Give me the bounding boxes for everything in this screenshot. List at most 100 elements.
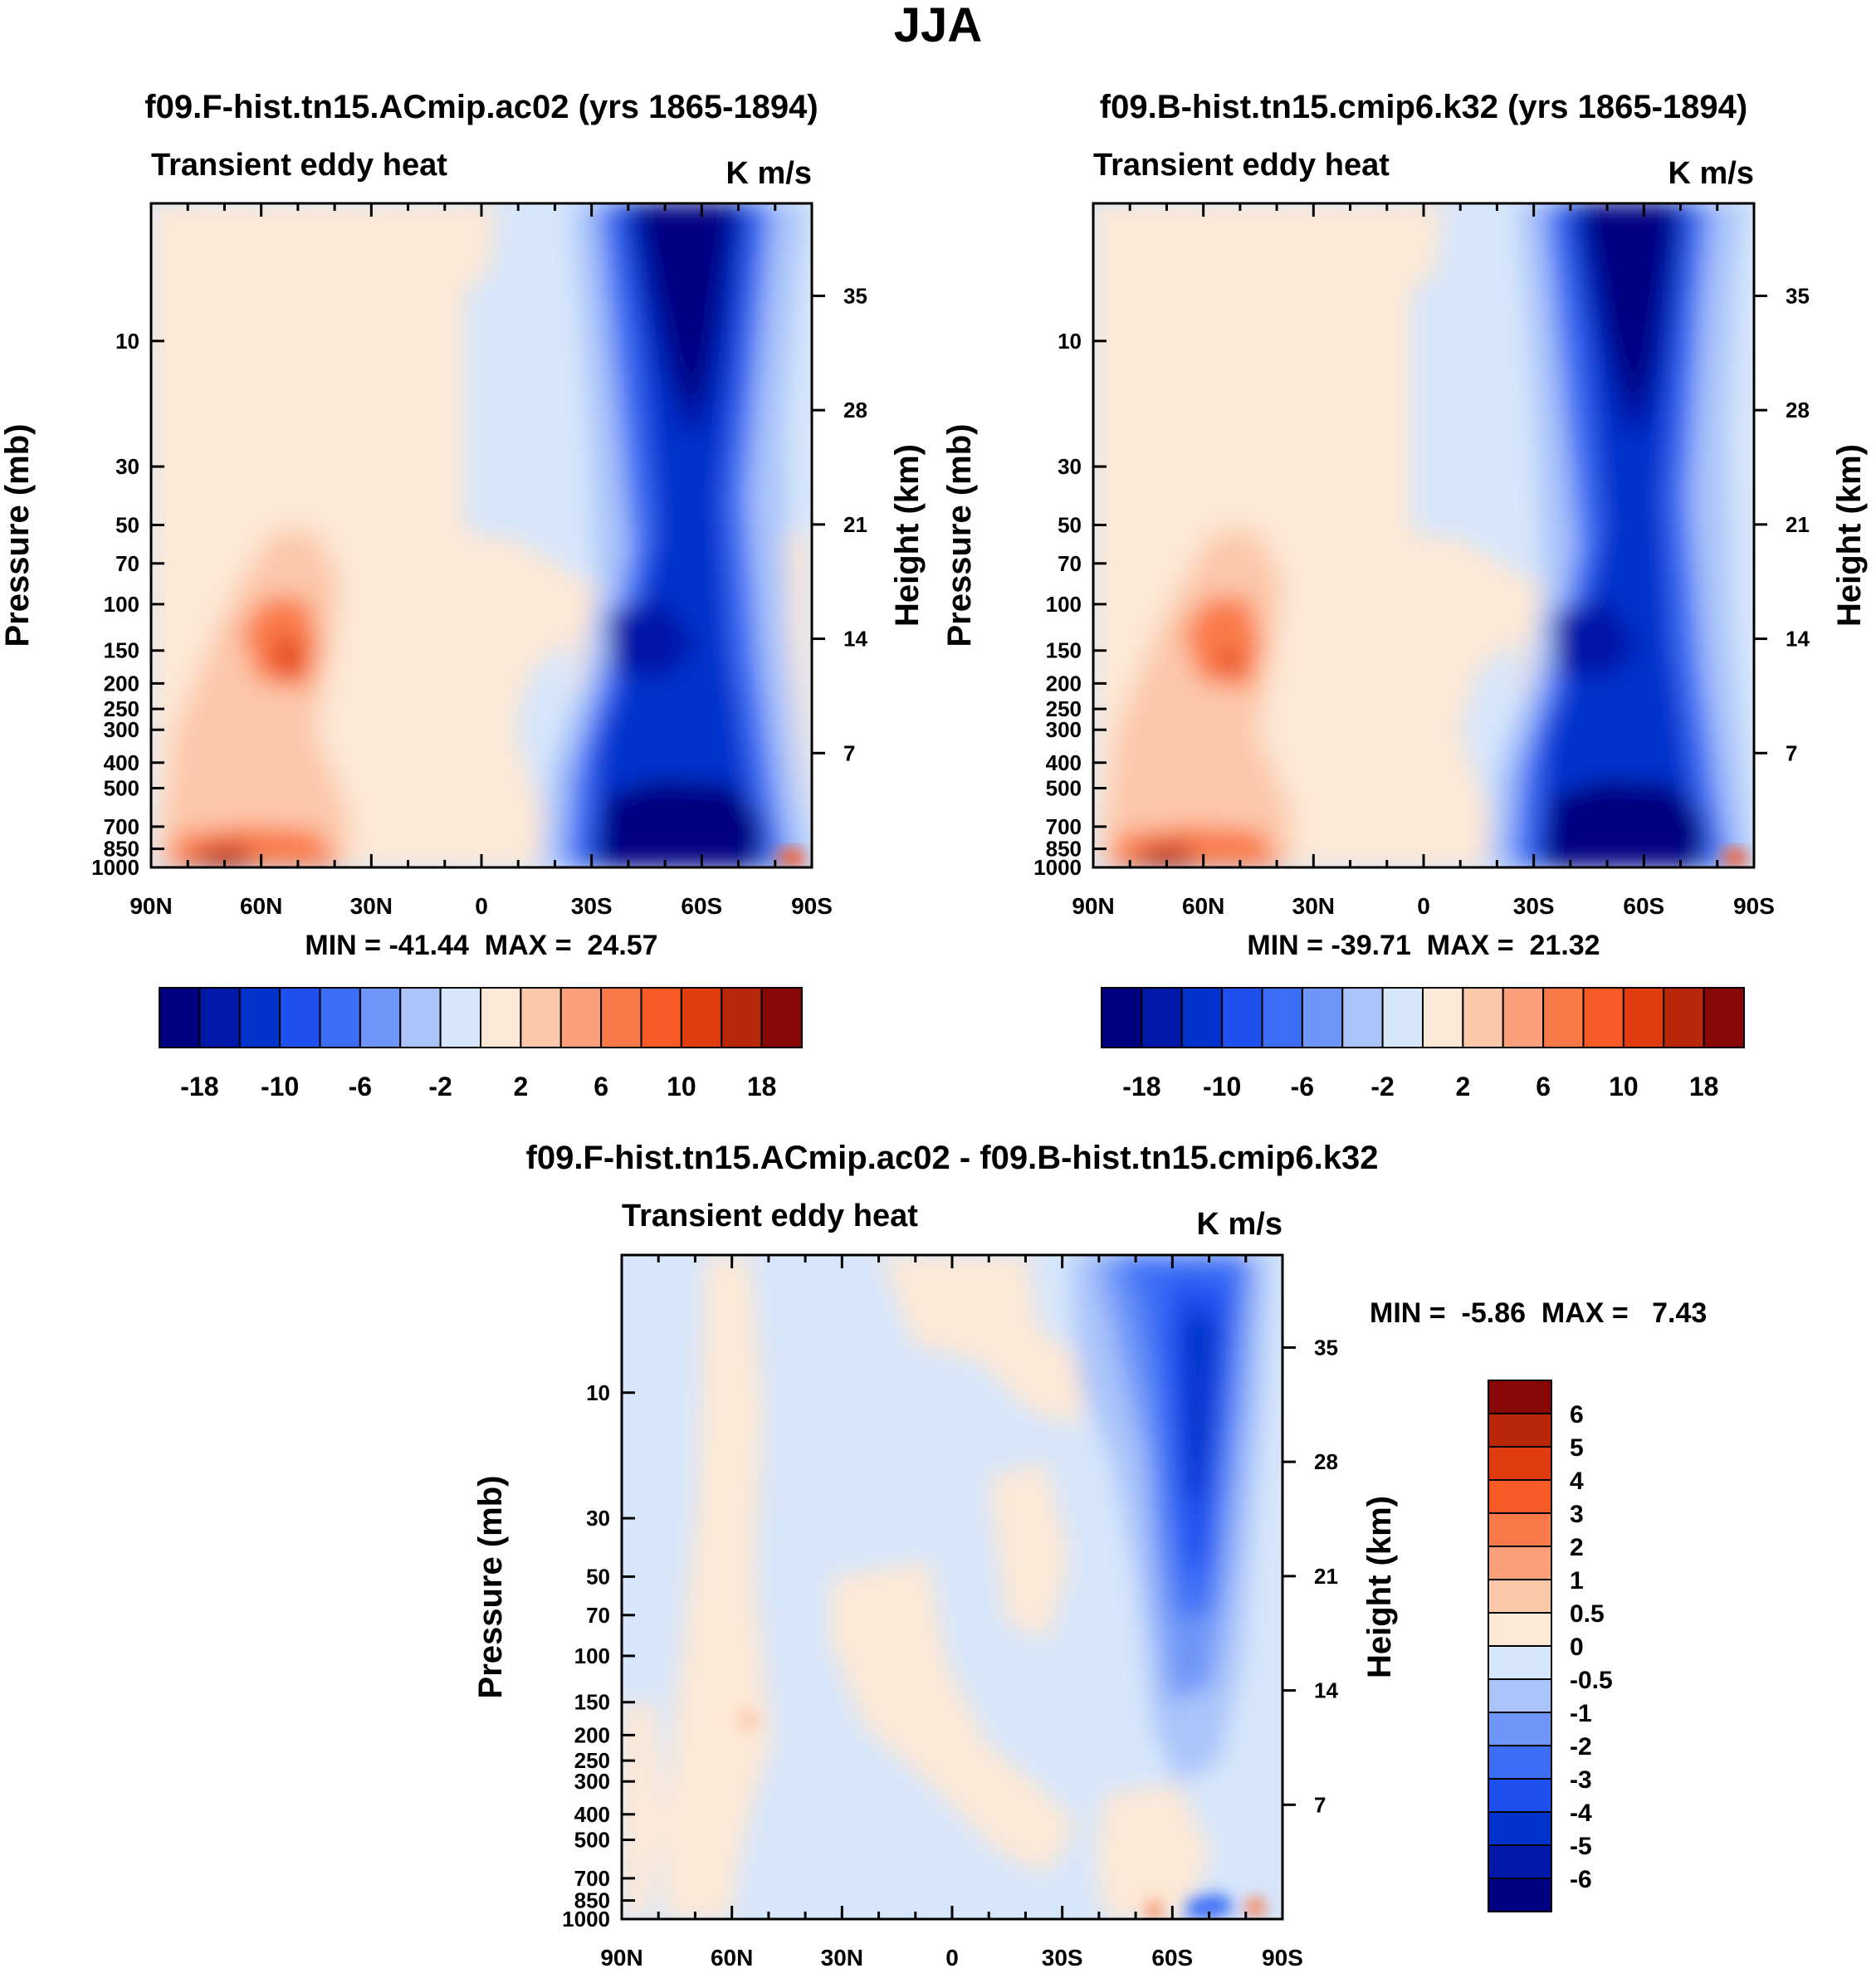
colorbar-label: 18 (747, 1072, 777, 1101)
left-string: Transient eddy heat (622, 1199, 918, 1233)
colorbar-box (1488, 1844, 1552, 1879)
y-tick-label: 850 (1046, 837, 1082, 862)
y-tick-label: 30 (586, 1506, 610, 1531)
x-tick-label: 90N (1072, 893, 1114, 919)
colorbar-label: -3 (1570, 1766, 1592, 1794)
colorbar-box (680, 987, 723, 1048)
colorbar-label: 6 (1570, 1401, 1584, 1429)
panel-title: f09.F-hist.tn15.ACmip.ac02 (yrs 1865-189… (144, 89, 818, 125)
ylabel-right: Height (km) (889, 444, 926, 627)
colorbar-box (319, 987, 361, 1048)
contour-field (622, 1255, 1282, 1919)
min-max-stats: MIN = -41.44 MAX = 24.57 (305, 930, 657, 961)
ylabel: Pressure (mb) (472, 1476, 509, 1699)
colorbar-box (359, 987, 402, 1048)
colorbar-label: -18 (180, 1072, 218, 1101)
tick-marks (149, 203, 825, 869)
colorbar-box (1301, 987, 1344, 1048)
y-right-tick-label: 7 (1314, 1792, 1326, 1817)
colorbar-label: 2 (1455, 1072, 1470, 1101)
y-tick-label: 850 (574, 1888, 610, 1913)
colorbar-box (1488, 1413, 1552, 1448)
y-right-tick-label: 14 (1786, 627, 1810, 652)
y-tick-label: 500 (104, 776, 139, 801)
colorbar-box (600, 987, 642, 1048)
colorbar-box (1488, 1811, 1552, 1846)
ylabel-right: Height (km) (1831, 444, 1868, 627)
colorbar-label: -4 (1570, 1800, 1592, 1827)
colorbar-box (1488, 1512, 1552, 1547)
y-tick-label: 850 (104, 837, 139, 862)
colorbar-label: -10 (1203, 1072, 1241, 1101)
colorbar-box (760, 987, 803, 1048)
x-tick-label: 0 (945, 1945, 959, 1971)
colorbar-box (1502, 987, 1545, 1048)
x-tick-label: 90S (1733, 893, 1775, 919)
colorbar-box (1221, 987, 1263, 1048)
panel-title: f09.F-hist.tn15.ACmip.ac02 - f09.B-hist.… (526, 1140, 1379, 1176)
x-tick-label: 30N (1292, 893, 1335, 919)
colorbar-label: -18 (1122, 1072, 1160, 1101)
y-tick-label: 50 (1058, 512, 1082, 537)
y-tick-label: 70 (586, 1603, 610, 1628)
x-tick-label: 90N (600, 1945, 642, 1971)
x-tick-label: 30S (1513, 893, 1555, 919)
y-tick-label: 50 (586, 1564, 610, 1589)
colorbar-box (279, 987, 321, 1048)
panel-top-right: f09.B-hist.tn15.cmip6.k32 (yrs 1865-1894… (941, 89, 1868, 1101)
y-right-tick-label: 28 (843, 398, 867, 422)
colorbar-box (721, 987, 763, 1048)
colorbar-box (1422, 987, 1464, 1048)
y-right-tick-labels: 35 28 21 14 7 (843, 283, 867, 765)
panel-top-left: f09.F-hist.tn15.ACmip.ac02 (yrs 1865-189… (0, 89, 926, 1101)
x-tick-label: 60N (240, 893, 282, 919)
y-tick-label: 100 (104, 592, 139, 617)
panel-bottom-diff: f09.F-hist.tn15.ACmip.ac02 - f09.B-hist.… (472, 1140, 1707, 1971)
panel-title: f09.B-hist.tn15.cmip6.k32 (yrs 1865-1894… (1100, 89, 1747, 125)
x-tick-label: 30S (571, 893, 613, 919)
colorbar-box (1488, 1612, 1552, 1647)
colorbar-box (1488, 1778, 1552, 1813)
colorbar-box (1488, 1479, 1552, 1514)
x-tick-label: 60S (1151, 1945, 1193, 1971)
colorbar-box (480, 987, 522, 1048)
units-label: K m/s (726, 156, 812, 191)
colorbar-box (1582, 987, 1624, 1048)
colorbar-label: -2 (1570, 1733, 1592, 1761)
y-right-tick-label: 35 (1314, 1335, 1338, 1360)
colorbar-label: 10 (1609, 1072, 1639, 1101)
left-string: Transient eddy heat (151, 148, 447, 183)
y-tick-label: 500 (1046, 776, 1082, 801)
y-right-tick-label: 21 (843, 512, 867, 537)
y-right-tick-label: 21 (1786, 512, 1810, 537)
y-tick-label: 50 (115, 512, 139, 537)
colorbar-box (1542, 987, 1585, 1048)
colorbar-box (1663, 987, 1705, 1048)
y-tick-label: 250 (574, 1748, 610, 1773)
colorbar-box (1462, 987, 1504, 1048)
colorbar-label: -1 (1570, 1700, 1592, 1727)
y-right-tick-label: 14 (1314, 1678, 1338, 1703)
colorbar-box (1488, 1878, 1552, 1912)
colorbar-label: 6 (594, 1072, 608, 1101)
colorbar-box (159, 987, 201, 1048)
y-right-tick-label: 35 (843, 283, 867, 308)
x-tick-labels: 90N 60N 30N 0 30S 60S 90S (129, 893, 833, 919)
colorbar-box (1488, 1380, 1552, 1414)
y-right-tick-label: 28 (1314, 1449, 1338, 1474)
colorbar-box (439, 987, 481, 1048)
colorbar-box (399, 987, 442, 1048)
y-tick-label: 10 (586, 1380, 610, 1405)
colorbar-label: -0.5 (1570, 1667, 1613, 1694)
units-label: K m/s (1668, 156, 1754, 191)
y-tick-label: 30 (1058, 454, 1082, 479)
colorbar: -18 -10 -6 -2 2 6 10 18 (1101, 987, 1745, 1101)
colorbar-box (640, 987, 682, 1048)
y-tick-label: 400 (104, 750, 139, 775)
x-tick-label: 90S (791, 893, 833, 919)
colorbar-label: 0 (1570, 1634, 1584, 1661)
colorbar-label: -10 (261, 1072, 299, 1101)
